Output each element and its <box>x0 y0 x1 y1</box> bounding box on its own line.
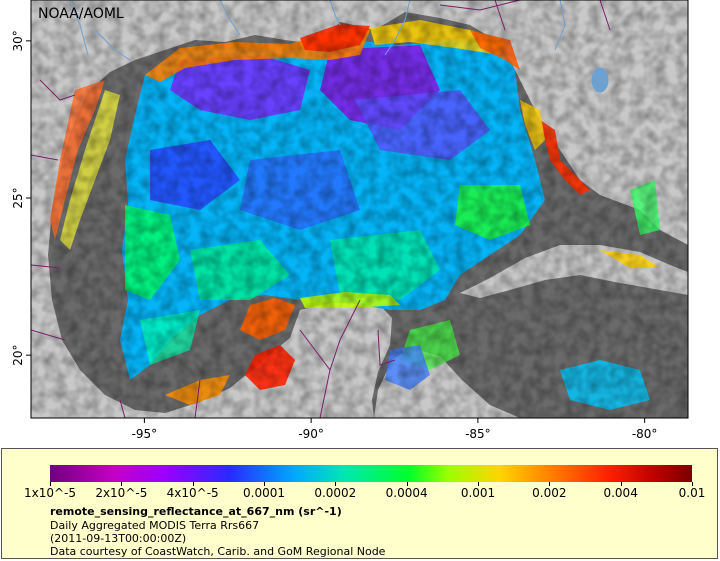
water-features <box>69 0 609 93</box>
colorbar-tick <box>264 482 265 486</box>
colorbar-label: 0.004 <box>603 486 638 500</box>
y-tick-label: 25° <box>11 187 25 208</box>
dataset-name: Daily Aggregated MODIS Terra Rrs667 <box>50 519 260 532</box>
x-axis: -95° -90° -85° -80° <box>132 418 658 441</box>
map-frame <box>30 0 689 419</box>
colorbar-label: 0.002 <box>532 486 567 500</box>
y-axis: 30° 25° 20° <box>11 30 31 366</box>
legend-panel: 1x10^-5 2x10^-5 4x10^-5 0.0001 0.0002 0.0004 0… <box>1 448 718 559</box>
x-tick-label: -90° <box>298 427 324 441</box>
colorbar-tick <box>192 482 194 486</box>
colorbar-label: 0.0002 <box>314 486 357 500</box>
colorbar-label: 2x10^-5 <box>95 486 148 500</box>
colorbar-label: 4x10^-5 <box>166 486 219 500</box>
variable-name: remote_sensing_reflectance_at_667_nm (sr… <box>50 505 342 518</box>
colorbar-tick <box>478 482 479 486</box>
colorbar <box>50 465 692 482</box>
colorbar-tick <box>335 482 337 486</box>
colorbar-label: 0.0004 <box>385 486 428 500</box>
colorbar-label: 0.001 <box>460 486 496 500</box>
x-tick-label: -85° <box>465 427 491 441</box>
map: NOAA/AOML -95° -90° -85° -80° 30° 25° 20° <box>11 0 689 441</box>
x-tick-label: -80° <box>632 427 658 441</box>
colorbar-tick <box>549 482 551 486</box>
colorbar-label: 0.01 <box>678 486 706 500</box>
colorbar-tick <box>620 482 622 486</box>
colorbar-label: 1x10^-5 <box>23 486 77 500</box>
y-tick-label: 30° <box>11 30 25 51</box>
colorbar-tick <box>692 482 693 486</box>
time-stamp: (2011-09-13T00:00:00Z) <box>50 532 187 545</box>
data-courtesy: Data courtesy of CoastWatch, Carib. and … <box>50 545 386 558</box>
y-tick-label: 20° <box>11 345 25 366</box>
colorbar-label: 0.0001 <box>243 486 285 500</box>
colorbar-tick <box>50 482 51 486</box>
colorbar-tick <box>121 482 123 486</box>
map-credit: NOAA/AOML <box>38 6 124 22</box>
colorbar-tick <box>406 482 408 486</box>
borders <box>31 0 611 418</box>
x-tick-label: -95° <box>132 427 158 441</box>
